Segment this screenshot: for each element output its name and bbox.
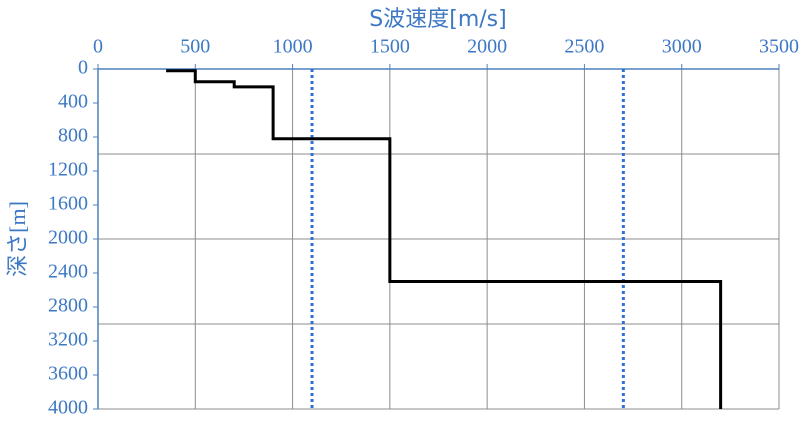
y-axis-label: 深さ[m] (5, 201, 30, 277)
y-tick-label: 0 (78, 57, 88, 79)
y-tick-label: 3600 (48, 363, 88, 385)
data-line (166, 69, 723, 409)
y-tick-label: 4000 (48, 397, 88, 419)
y-tick-label: 2800 (48, 295, 88, 317)
y-tick-label: 800 (58, 125, 88, 147)
x-tick-label: 2500 (564, 36, 604, 58)
y-tick-label: 2400 (48, 261, 88, 283)
y-tick-label: 1200 (48, 159, 88, 181)
x-tick-label: 3000 (662, 36, 702, 58)
x-tick-label: 3500 (759, 36, 799, 58)
x-tick-label: 500 (180, 36, 210, 58)
y-tick-label: 3200 (48, 329, 88, 351)
x-tick-label: 2000 (467, 36, 507, 58)
x-tick-label: 1500 (370, 36, 410, 58)
x-tick-label: 0 (93, 36, 103, 58)
y-tick-label: 400 (58, 91, 88, 113)
y-tick-label: 2000 (48, 227, 88, 249)
chart-title: S波速度[m/s] (369, 7, 506, 32)
x-tick-label: 1000 (273, 36, 313, 58)
y-tick-label: 1600 (48, 193, 88, 215)
